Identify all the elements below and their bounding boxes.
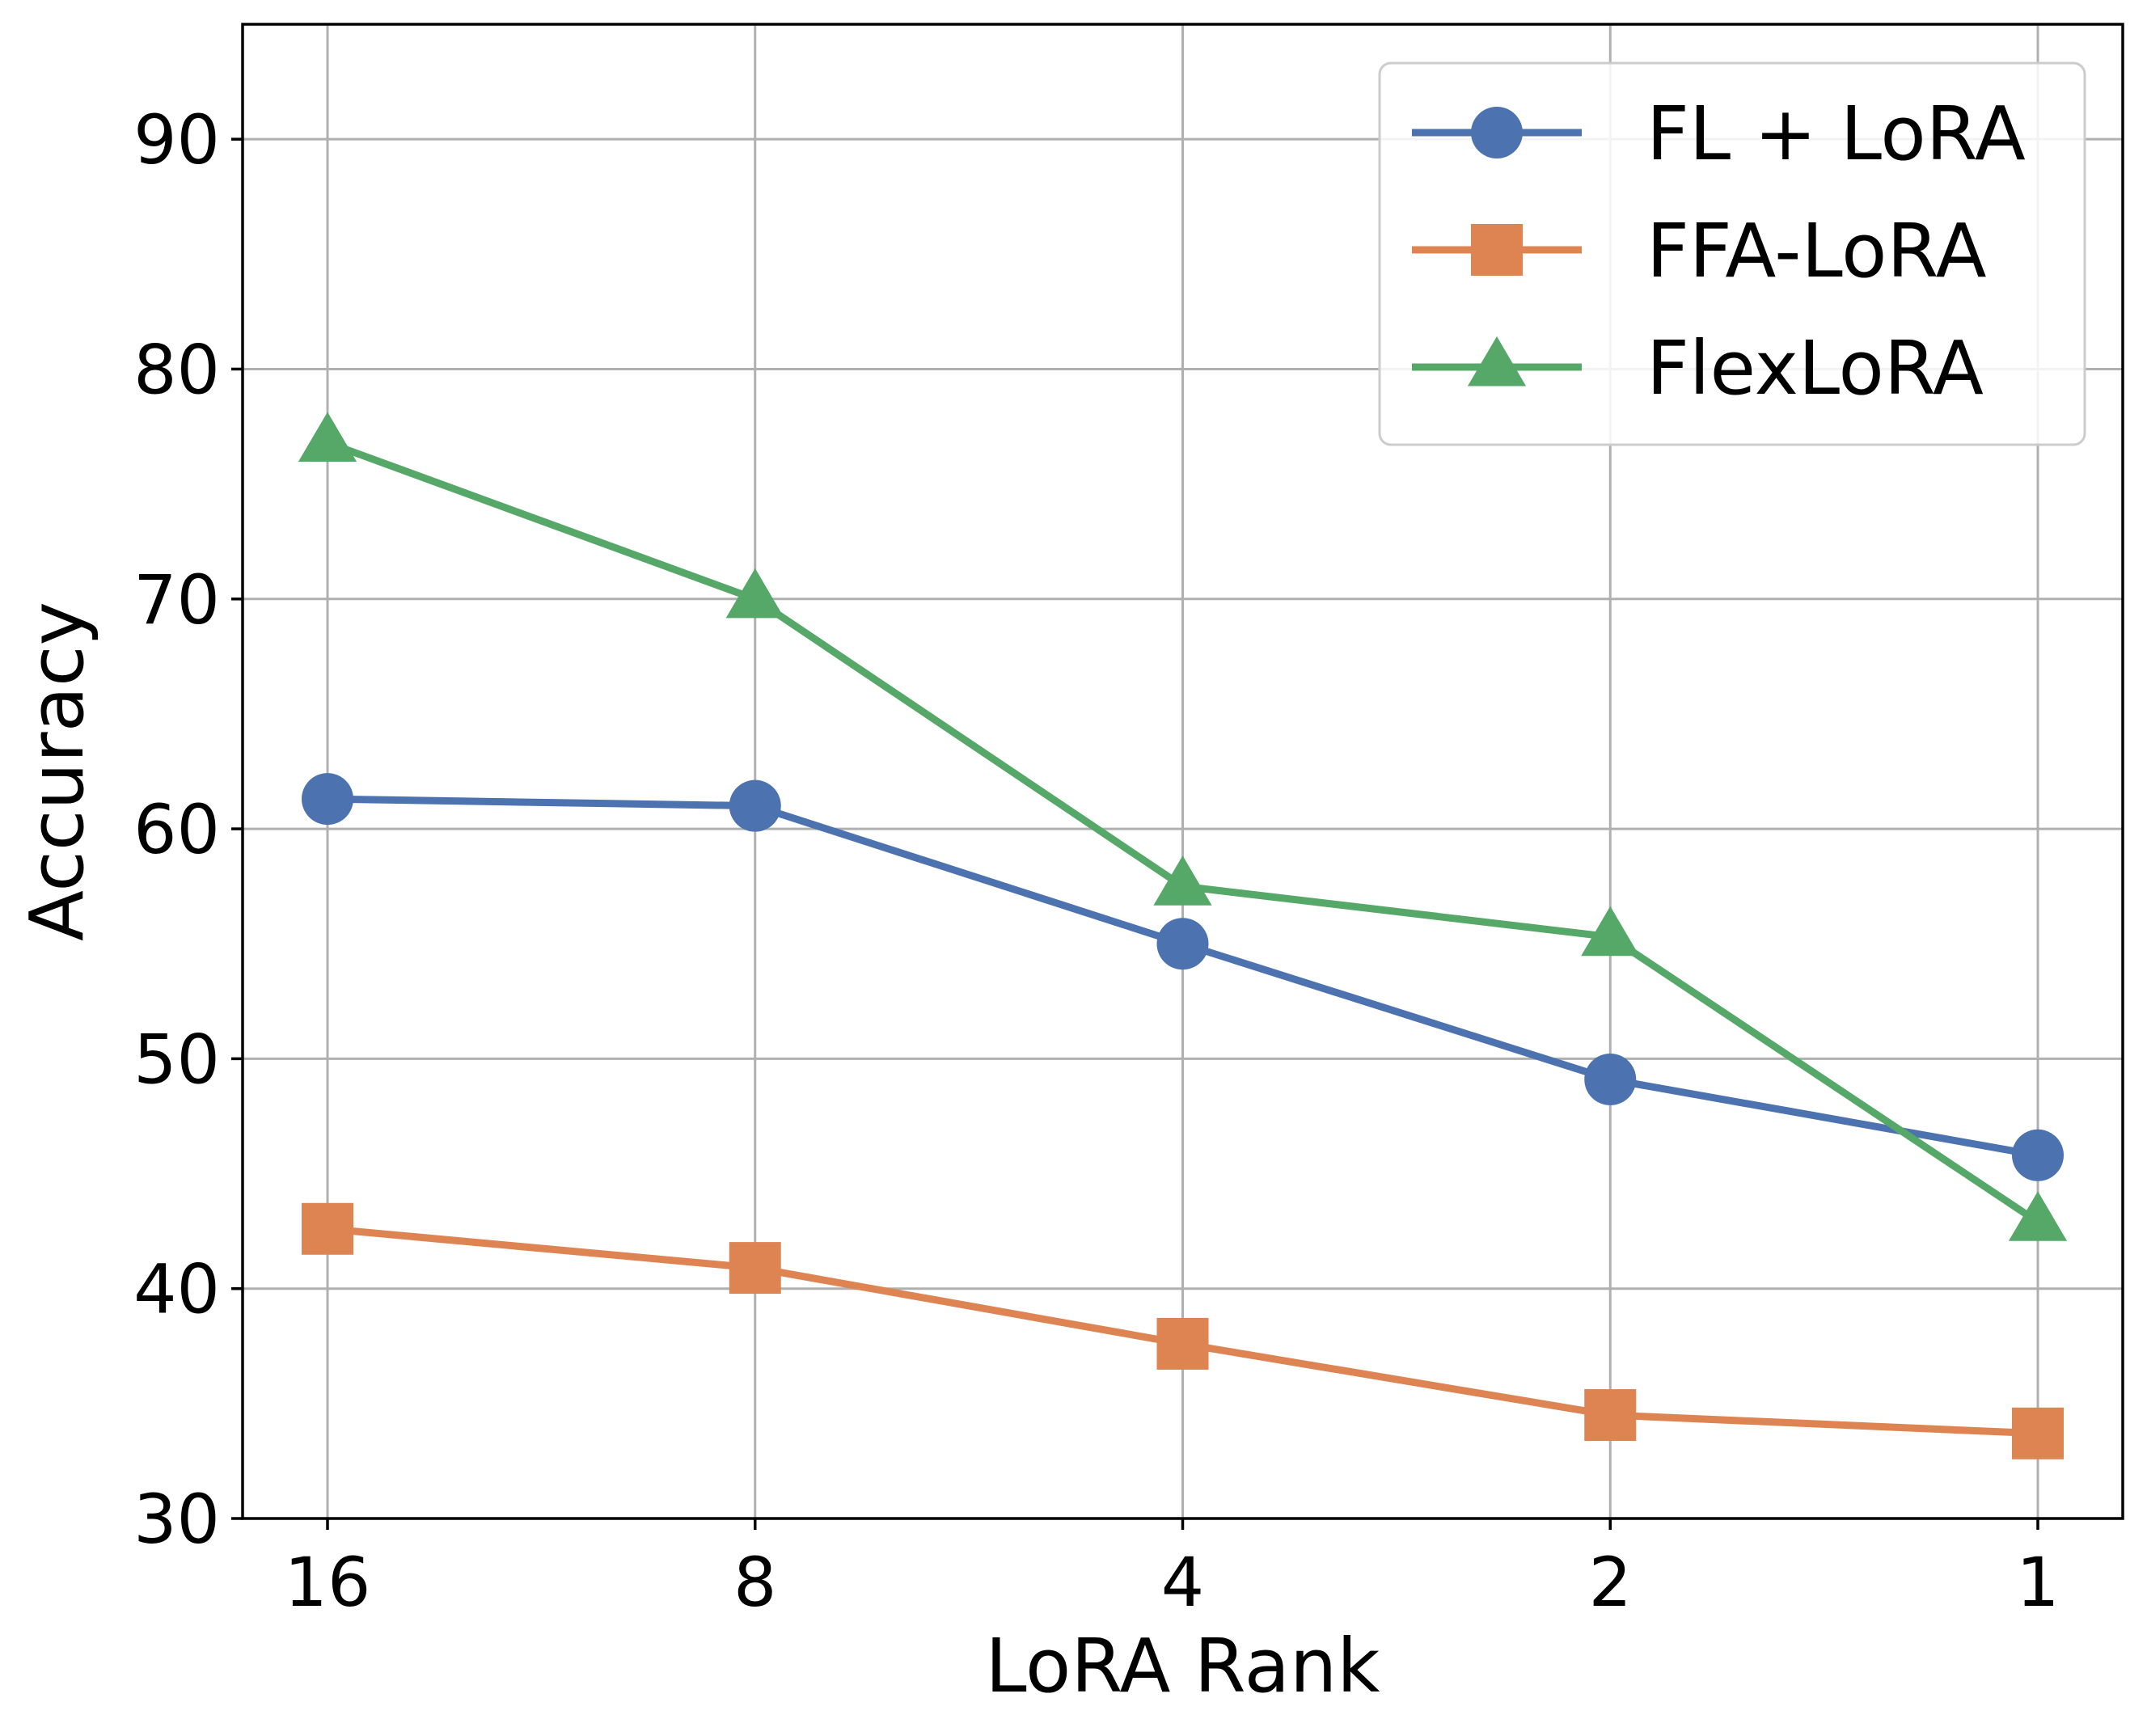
legend-marker-square xyxy=(1471,224,1523,276)
y-tick-label: 80 xyxy=(133,330,220,409)
series-layer xyxy=(298,412,2068,1459)
data-point-circle xyxy=(729,779,781,832)
data-point-square xyxy=(729,1242,781,1295)
legend-label: FFA-LoRA xyxy=(1646,208,1987,294)
data-point-circle xyxy=(1156,918,1209,970)
y-tick-label: 50 xyxy=(133,1020,220,1099)
legend: FL + LoRA FFA-LoRA FlexLoRA xyxy=(1378,61,2086,446)
y-tick-label: 90 xyxy=(133,100,220,180)
legend-marker-triangle xyxy=(1467,336,1527,386)
axis-ticks: 16 8 4 2 1 30 40 50 60 70 80 90 xyxy=(133,100,2060,1622)
data-point-circle xyxy=(1584,1053,1637,1105)
x-tick-label: 2 xyxy=(1589,1543,1632,1622)
legend-box xyxy=(1378,61,2086,446)
series-square xyxy=(302,1202,2064,1459)
legend-item: FFA-LoRA xyxy=(1412,208,1987,294)
y-tick-label: 60 xyxy=(133,790,220,869)
x-tick-label: 16 xyxy=(285,1543,371,1622)
y-tick-label: 70 xyxy=(133,560,220,640)
y-axis-label: Accuracy xyxy=(14,602,100,941)
legend-marker-circle xyxy=(1471,107,1523,158)
legend-item: FL + LoRA xyxy=(1412,91,2026,177)
y-tick-label: 30 xyxy=(133,1480,220,1559)
x-tick-label: 8 xyxy=(733,1543,776,1622)
data-point-square xyxy=(1156,1317,1209,1370)
data-point-triangle xyxy=(298,412,357,462)
data-point-square xyxy=(2012,1407,2064,1459)
data-point-triangle xyxy=(2008,1191,2068,1241)
y-tick-label: 40 xyxy=(133,1250,220,1329)
series-triangle xyxy=(298,412,2068,1241)
x-tick-label: 1 xyxy=(2016,1543,2059,1622)
legend-label: FlexLoRA xyxy=(1646,325,1984,412)
legend-label: FL + LoRA xyxy=(1646,91,2026,177)
data-point-circle xyxy=(302,773,353,826)
data-point-triangle xyxy=(725,568,784,619)
data-point-triangle xyxy=(1581,906,1640,957)
data-point-triangle xyxy=(1153,855,1212,906)
x-axis-label: LoRA Rank xyxy=(985,1623,1380,1709)
legend-item: FlexLoRA xyxy=(1412,325,1984,412)
series-circle xyxy=(302,773,2064,1181)
x-tick-label: 4 xyxy=(1161,1543,1204,1622)
data-point-square xyxy=(1584,1389,1637,1442)
data-point-square xyxy=(302,1202,353,1255)
data-point-circle xyxy=(2012,1129,2064,1181)
